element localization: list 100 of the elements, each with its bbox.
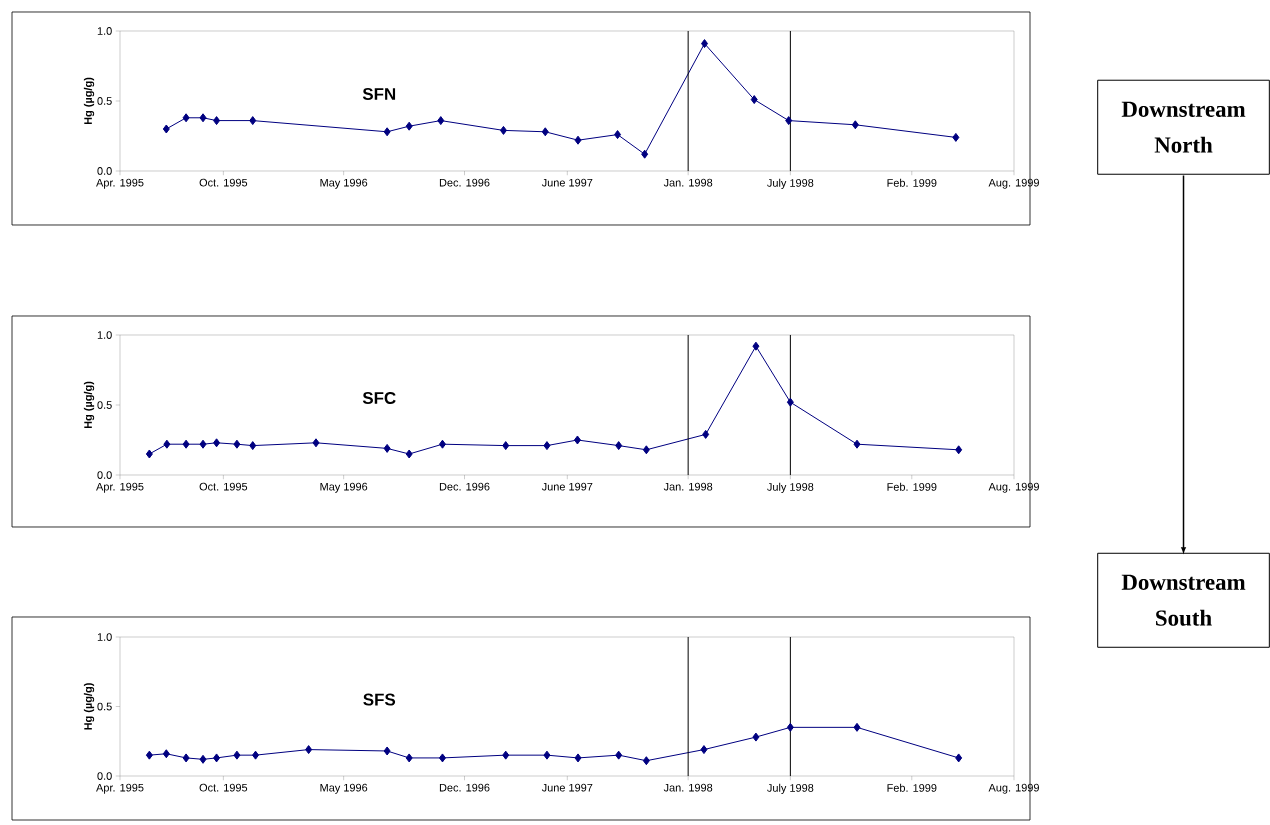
text: Downstream South [1121, 574, 1246, 626]
x-tick-label: Oct. 1995 [199, 783, 248, 792]
point [199, 113, 207, 123]
point [573, 435, 581, 445]
point [786, 397, 794, 407]
x-tick-label: Jan. 1998 [663, 482, 713, 491]
x-tick-label: June 1997 [541, 178, 593, 187]
point [305, 745, 313, 755]
point [383, 127, 391, 137]
point [499, 125, 507, 135]
y-tick-label: 1.0 [97, 27, 112, 35]
y-axis-title: Hg (µg/g) [83, 381, 95, 429]
x-tick-label: Feb. 1999 [887, 178, 937, 187]
point [752, 341, 760, 351]
y-axis-title: Hg (µg/g) [83, 683, 95, 730]
y-tick-label: 0.0 [97, 471, 112, 479]
x-tick-label: July 1998 [767, 482, 814, 493]
point [851, 120, 859, 130]
point [853, 722, 861, 732]
point [642, 756, 650, 766]
point [162, 124, 170, 134]
point [405, 449, 413, 459]
point [502, 750, 510, 760]
point [405, 753, 413, 763]
y-tick-label: 0.5 [97, 401, 112, 409]
text: SFN [362, 87, 396, 100]
point [786, 722, 794, 732]
point [233, 750, 241, 760]
x-tick-label: Feb. 1999 [887, 482, 937, 491]
point [312, 438, 320, 448]
point [252, 750, 260, 760]
x-tick-label: Dec. 1996 [439, 482, 490, 491]
x-tick-label: May 1996 [320, 482, 368, 493]
point [541, 127, 549, 137]
text: SFS [363, 693, 396, 706]
point [249, 116, 257, 126]
x-tick-label: July 1998 [767, 178, 814, 189]
x-tick-label: May 1996 [320, 783, 368, 794]
x-tick-label: July 1998 [767, 783, 814, 794]
point [955, 445, 963, 455]
x-tick-label: Oct. 1995 [199, 482, 248, 491]
point [641, 149, 649, 159]
x-tick-label: Jan. 1998 [663, 178, 713, 187]
point [213, 753, 221, 763]
point [752, 732, 760, 742]
point [213, 116, 221, 126]
x-tick-label: June 1997 [541, 783, 593, 792]
x-tick-label: Oct. 1995 [199, 178, 248, 187]
point [163, 439, 171, 449]
point [145, 750, 153, 760]
point [700, 745, 708, 755]
x-tick-label: Aug. 1999 [988, 783, 1039, 794]
point [853, 439, 861, 449]
x-tick-label: Apr. 1995 [96, 178, 144, 189]
point [405, 121, 413, 131]
point [615, 441, 623, 451]
point [162, 749, 170, 759]
y-tick-label: 1.0 [97, 633, 112, 641]
x-tick-label: Feb. 1999 [887, 783, 937, 792]
point [955, 753, 963, 763]
point [750, 95, 758, 105]
point [383, 443, 391, 453]
point [543, 441, 551, 451]
point [952, 132, 960, 142]
x-tick-label: Dec. 1996 [439, 783, 490, 792]
x-tick-label: Dec. 1996 [439, 178, 490, 187]
y-tick-label: 0.5 [97, 702, 112, 711]
point [249, 441, 257, 451]
x-tick-label: Jan. 1998 [663, 783, 713, 792]
point [785, 116, 793, 126]
point [502, 441, 510, 451]
point [233, 439, 241, 449]
x-tick-label: June 1997 [541, 482, 593, 491]
y-tick-label: 0.0 [97, 167, 112, 175]
point [438, 439, 446, 449]
x-tick-label: Apr. 1995 [96, 482, 144, 493]
point [199, 754, 207, 764]
x-tick-label: Apr. 1995 [96, 783, 144, 794]
y-axis-title: Hg (µg/g) [83, 77, 95, 125]
point [702, 429, 710, 439]
point [182, 113, 190, 123]
text: SFC [362, 392, 396, 404]
point [614, 130, 622, 140]
point [182, 439, 190, 449]
point [615, 750, 623, 760]
point [145, 449, 153, 459]
text: Downstream North [1121, 101, 1246, 153]
point [213, 438, 221, 448]
point [199, 439, 207, 449]
point [182, 753, 190, 763]
x-tick-label: May 1996 [320, 178, 368, 189]
y-tick-label: 1.0 [97, 331, 112, 339]
point [383, 746, 391, 756]
point [574, 135, 582, 145]
point [642, 445, 650, 455]
point [437, 116, 445, 126]
point [543, 750, 551, 760]
x-tick-label: Aug. 1999 [988, 178, 1039, 189]
y-tick-label: 0.0 [97, 772, 112, 780]
y-tick-label: 0.5 [97, 97, 112, 105]
